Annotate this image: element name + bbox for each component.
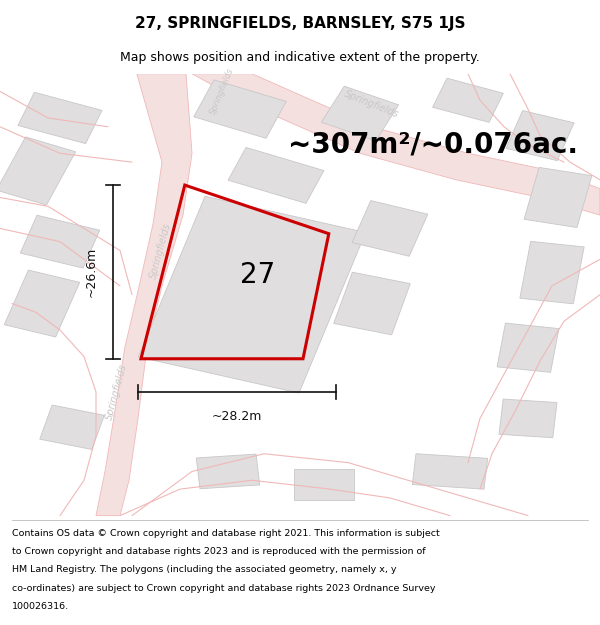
Bar	[20, 215, 100, 268]
Text: co-ordinates) are subject to Crown copyright and database rights 2023 Ordnance S: co-ordinates) are subject to Crown copyr…	[12, 584, 436, 593]
Text: ~26.6m: ~26.6m	[85, 247, 98, 297]
Text: Springfields: Springfields	[208, 67, 236, 116]
Bar	[194, 80, 286, 138]
Text: Springfields: Springfields	[148, 221, 173, 280]
Text: Springfields: Springfields	[104, 362, 130, 421]
Bar	[196, 454, 260, 489]
Text: 27, SPRINGFIELDS, BARNSLEY, S75 1JS: 27, SPRINGFIELDS, BARNSLEY, S75 1JS	[135, 16, 465, 31]
Text: ~28.2m: ~28.2m	[212, 409, 262, 422]
Bar	[40, 405, 104, 449]
Bar	[4, 270, 80, 337]
Bar	[499, 399, 557, 437]
Text: to Crown copyright and database rights 2023 and is reproduced with the permissio: to Crown copyright and database rights 2…	[12, 547, 425, 556]
Bar	[506, 111, 574, 161]
Text: Map shows position and indicative extent of the property.: Map shows position and indicative extent…	[120, 51, 480, 64]
Bar	[352, 201, 428, 256]
Bar	[228, 148, 324, 203]
Bar	[433, 78, 503, 122]
Text: 100026316.: 100026316.	[12, 602, 69, 611]
Text: HM Land Registry. The polygons (including the associated geometry, namely x, y: HM Land Registry. The polygons (includin…	[12, 566, 397, 574]
Text: 27: 27	[240, 261, 275, 289]
Bar	[322, 86, 398, 141]
Bar	[139, 196, 365, 393]
Bar	[412, 454, 488, 489]
Bar	[0, 137, 76, 205]
Bar	[497, 323, 559, 372]
Bar	[524, 168, 592, 228]
Polygon shape	[192, 74, 600, 215]
Text: ~307m²/~0.076ac.: ~307m²/~0.076ac.	[288, 131, 578, 159]
Bar	[294, 469, 354, 500]
Bar	[334, 272, 410, 335]
Polygon shape	[96, 74, 192, 516]
Bar	[18, 92, 102, 144]
Text: Contains OS data © Crown copyright and database right 2021. This information is : Contains OS data © Crown copyright and d…	[12, 529, 440, 538]
Text: Springfields: Springfields	[343, 89, 401, 120]
Bar	[520, 241, 584, 304]
